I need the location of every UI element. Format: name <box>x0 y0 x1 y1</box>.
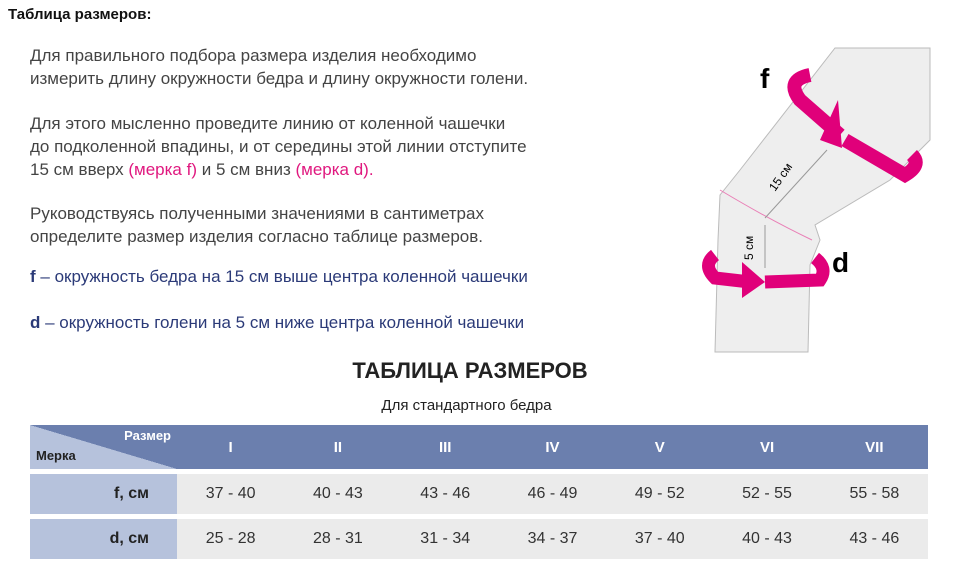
size-header: V <box>606 425 714 469</box>
text-line: Для правильного подбора размера изделия … <box>30 46 477 65</box>
table-title: ТАБЛИЦА РАЗМЕРОВ <box>352 358 588 383</box>
text-line: измерить длину окружности бедра и длину … <box>30 69 529 88</box>
cell: 40 - 43 <box>713 519 821 559</box>
cell: 46 - 49 <box>498 474 607 514</box>
intro-paragraph-1: Для правильного подбора размера изделия … <box>30 44 528 90</box>
page-title: Таблица размеров: <box>8 6 152 23</box>
measure-d-ref: (мерка d). <box>295 160 374 179</box>
text: и 5 см вниз <box>197 160 296 179</box>
letter: f <box>30 267 36 286</box>
size-header: I <box>177 425 285 469</box>
letter: d <box>30 313 41 332</box>
leg-shape <box>714 47 931 353</box>
knee-line <box>719 189 813 241</box>
text-line: до подколенной впадины, и от середины эт… <box>30 137 527 156</box>
size-header: IV <box>498 425 607 469</box>
size-header: III <box>391 425 499 469</box>
size-table: Размер Мерка I II III IV V VI VII f, см 3… <box>30 420 928 564</box>
table-subtitle: Для стандартного бедра <box>381 397 552 414</box>
size-header: VI <box>713 425 821 469</box>
text: – окружность бедра на 15 см выше центра … <box>35 267 528 286</box>
corner-measure-label: Мерка <box>36 448 76 463</box>
cell: 40 - 43 <box>284 474 392 514</box>
arrow-d-icon <box>702 249 830 289</box>
text-line: Руководствуясь полученными значениями в … <box>30 204 484 223</box>
arrow-15cm <box>764 149 828 219</box>
text-line: Для этого мысленно проведите линию от ко… <box>30 114 506 133</box>
corner-size-label: Размер <box>124 428 171 443</box>
arrow-f-head <box>820 100 842 148</box>
cell: 43 - 46 <box>391 474 499 514</box>
arrow-d-head <box>742 262 765 298</box>
row-label: d, см <box>30 519 177 559</box>
cell: 34 - 37 <box>498 519 607 559</box>
table-header-row: Размер Мерка I II III IV V VI VII <box>30 425 928 469</box>
intro-paragraph-3: Руководствуясь полученными значениями в … <box>30 202 484 248</box>
intro-paragraph-2: Для этого мысленно проведите линию от ко… <box>30 112 527 181</box>
cell: 43 - 46 <box>820 519 928 559</box>
corner-cell: Размер Мерка <box>30 425 177 469</box>
knee-diagram: f d 15 см 5 см <box>702 47 931 353</box>
cell: 25 - 28 <box>177 519 285 559</box>
measure-f-ref: (мерка f) <box>128 160 197 179</box>
definition-f: f – окружность бедра на 15 см выше центр… <box>30 267 528 287</box>
cell: 28 - 31 <box>284 519 392 559</box>
cell: 52 - 55 <box>713 474 821 514</box>
label-f: f <box>760 63 770 94</box>
text: 15 см вверх <box>30 160 129 179</box>
table-row: d, см 25 - 28 28 - 31 31 - 34 34 - 37 37… <box>30 519 928 559</box>
cell: 55 - 58 <box>820 474 928 514</box>
cell: 31 - 34 <box>391 519 499 559</box>
label-5cm: 5 см <box>742 236 756 260</box>
text-line: 15 см вверх (мерка f) и 5 см вниз (мерка… <box>30 158 527 181</box>
text: – окружность голени на 5 см ниже центра … <box>40 313 525 332</box>
cell: 37 - 40 <box>606 519 714 559</box>
cell: 37 - 40 <box>177 474 285 514</box>
definition-d: d – окружность голени на 5 см ниже центр… <box>30 313 524 333</box>
row-label: f, см <box>30 474 177 514</box>
size-header: VII <box>820 425 928 469</box>
size-header: II <box>284 425 392 469</box>
table-row: f, см 37 - 40 40 - 43 43 - 46 46 - 49 49… <box>30 474 928 514</box>
label-d: d <box>832 247 849 278</box>
text-line: определите размер изделия согласно табли… <box>30 227 483 246</box>
cell: 49 - 52 <box>606 474 714 514</box>
arrow-f-icon <box>787 68 923 184</box>
